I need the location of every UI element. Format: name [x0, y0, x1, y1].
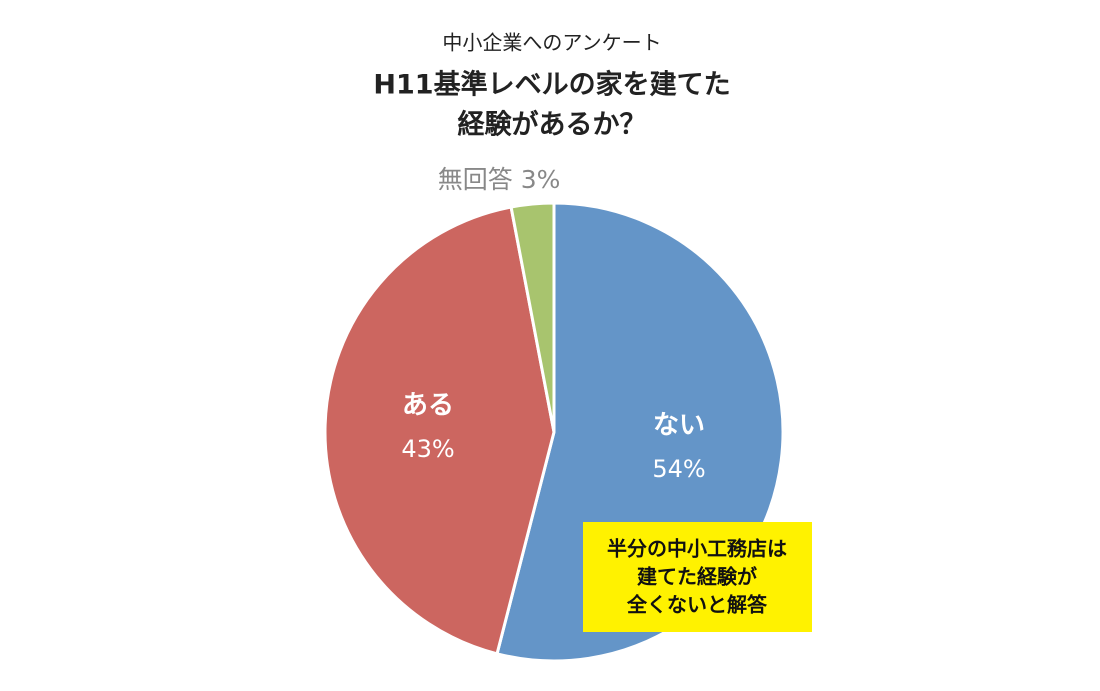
value-label: 3%: [521, 165, 561, 194]
slice-label: ある: [402, 391, 454, 421]
slice-label: ない: [653, 410, 705, 440]
annotation: 半分の中小工務店は: [607, 537, 787, 561]
chart-subtitle: 中小企業へのアンケート: [442, 31, 661, 55]
chart-title: 経験があるか？: [458, 109, 647, 141]
chart-title: H11基準レベルの家を建てた: [373, 69, 730, 101]
value-label: 54%: [652, 455, 705, 483]
annotation: 建てた経験が: [637, 565, 757, 589]
annotation: 全くないと解答: [626, 593, 768, 617]
pie-slice: [509, 201, 556, 433]
pie-slice: [323, 205, 556, 656]
category-label: 無回答: [438, 165, 513, 194]
slice-label: 無回答 3%: [438, 165, 561, 194]
annotation-box: [583, 522, 812, 632]
pie: [323, 201, 785, 663]
value-label: 43%: [401, 435, 454, 463]
